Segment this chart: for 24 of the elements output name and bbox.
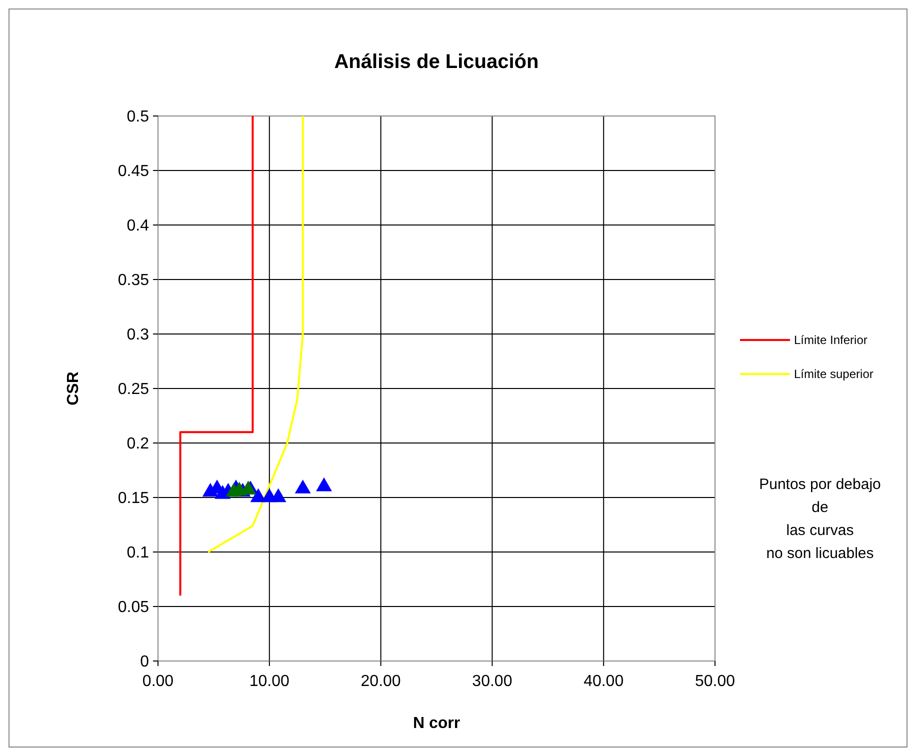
y-tick-label: 0.05 [118, 599, 150, 616]
y-axis-title: CSR [65, 371, 82, 406]
y-tick-label: 0.4 [126, 218, 150, 235]
y-tick-label: 0 [140, 654, 150, 671]
line-series [207, 115, 304, 553]
text: Puntos por debajo de las curvas no son licuables [759, 476, 881, 562]
x-tick-label: 30.00 [472, 673, 512, 690]
x-tick-label: 0.00 [142, 673, 174, 690]
legend-label: Límite superior [794, 367, 874, 382]
y-tick-label: 0.3 [126, 326, 150, 344]
chart-title: Análisis de Licuación [334, 51, 539, 73]
y-tick-label: 0.2 [126, 436, 150, 453]
y-tick-label: 0.25 [118, 381, 150, 398]
y-tick-label: 0.5 [126, 108, 150, 126]
x-axis-title: N corr [412, 715, 460, 732]
x-tick-label: 50.00 [694, 673, 736, 690]
y-tick-label: 0.1 [126, 544, 150, 562]
legend-label: Límite Inferior [794, 333, 868, 348]
y-tick-label: 0.15 [118, 490, 150, 508]
x-tick-label: 10.00 [249, 673, 290, 690]
x-tick-label: 20.00 [360, 673, 401, 690]
y-tick-label: 0.35 [118, 272, 150, 290]
y-tick-label: 0.45 [118, 163, 150, 180]
x-tick-label: 40.00 [584, 673, 624, 690]
